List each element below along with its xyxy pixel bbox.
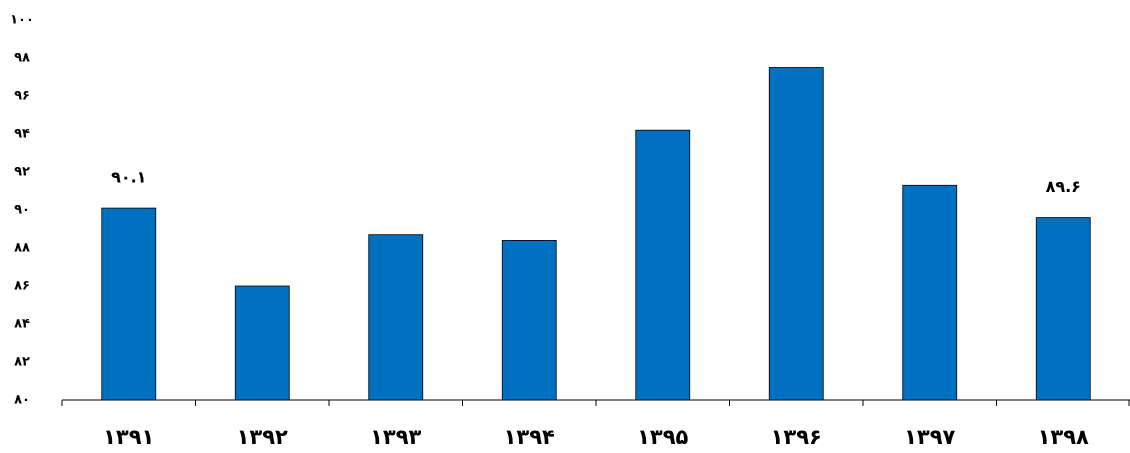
- y-tick-label: ۸۴: [14, 317, 30, 332]
- y-tick-label: ۸۸: [14, 241, 30, 256]
- x-tick-label: ۱۳۹۳: [370, 425, 421, 449]
- bar: [1035, 217, 1091, 401]
- bar: [368, 234, 424, 401]
- y-tick-label: ۹۲: [14, 165, 30, 180]
- y-tick-label: ۸۲: [14, 355, 30, 370]
- y-tick-label: ۸۰: [14, 393, 30, 408]
- bar: [902, 184, 958, 401]
- x-tick-label: ۱۳۹۸: [1038, 425, 1089, 449]
- y-tick-label: ۹۰: [14, 203, 30, 218]
- bar: [635, 129, 691, 401]
- y-tick-label: ۱۰۰: [10, 13, 34, 28]
- bar: [234, 285, 290, 401]
- x-tick-label: ۱۳۹۱: [103, 425, 154, 449]
- y-tick-label: ۸۶: [14, 279, 30, 294]
- y-tick-label: ۹۶: [14, 89, 30, 104]
- data-label: ۸۹.۶: [1046, 177, 1081, 196]
- x-tick-label: ۱۳۹۴: [504, 425, 555, 449]
- bar: [768, 67, 824, 401]
- data-label: ۹۰.۱: [111, 168, 146, 187]
- x-tick-label: ۱۳۹۶: [771, 425, 822, 449]
- x-tick-label: ۱۳۹۵: [637, 425, 688, 449]
- y-tick-label: ۹۸: [14, 51, 30, 66]
- bar: [501, 239, 557, 401]
- x-tick-label: ۱۳۹۷: [904, 425, 955, 449]
- y-tick-label: ۹۴: [14, 127, 30, 142]
- x-tick-label: ۱۳۹۲: [237, 425, 288, 449]
- bar: [101, 207, 157, 401]
